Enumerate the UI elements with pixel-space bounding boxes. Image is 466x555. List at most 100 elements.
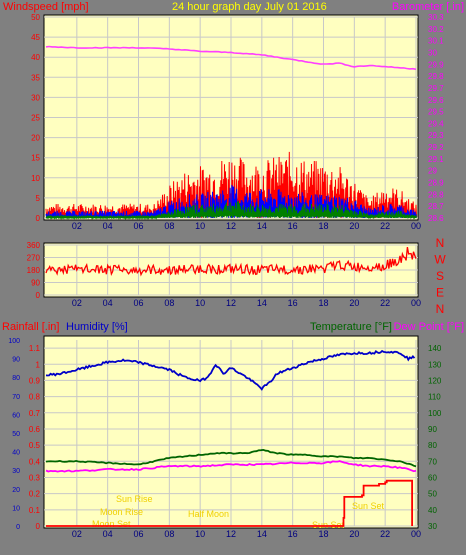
rain-y-tick-label: 0.9 bbox=[29, 376, 41, 385]
climate-x-tick-label: 20 bbox=[349, 529, 359, 539]
humidity-y-tick-label: 90 bbox=[12, 357, 20, 364]
direction-x-tick-label: 18 bbox=[318, 298, 328, 308]
climate-x-tick-label: 00 bbox=[411, 529, 421, 539]
direction-letter: N bbox=[436, 236, 445, 250]
rainfall-series bbox=[46, 479, 414, 527]
temperature-y-tick-label: 60 bbox=[428, 473, 437, 482]
direction-x-tick-label: 12 bbox=[226, 298, 236, 308]
temperature-series bbox=[45, 448, 417, 468]
rain-y-tick-label: 0.6 bbox=[29, 425, 41, 434]
direction-x-tick-label: 08 bbox=[164, 298, 174, 308]
sun-set-annotation-2: Sun Set bbox=[312, 520, 345, 530]
barometer-y-tick-label: 29 bbox=[428, 167, 437, 176]
humidity-y-tick-label: 80 bbox=[12, 375, 20, 382]
direction-y-tick-label: 90 bbox=[31, 279, 40, 288]
wind-x-tick-label: 14 bbox=[257, 221, 267, 231]
windspeed-label: Windspeed [mph] bbox=[3, 1, 89, 13]
wind-x-tick-label: 02 bbox=[72, 221, 82, 231]
barometer-y-tick-label: 29.3 bbox=[428, 131, 444, 140]
moon-set-annotation: Moon Set bbox=[92, 519, 131, 529]
direction-x-tick-label: 00 bbox=[411, 298, 421, 308]
barometer-y-tick-label: 30 bbox=[428, 48, 437, 57]
barometer-y-tick-label: 28.8 bbox=[428, 190, 444, 199]
temperature-label: Temperature [°F] bbox=[310, 321, 392, 333]
wind-x-tick-label: 20 bbox=[349, 221, 359, 231]
humidity-series bbox=[45, 349, 416, 391]
direction-letter: E bbox=[436, 286, 444, 300]
temperature-y-tick-label: 100 bbox=[428, 409, 442, 418]
direction-letter: W bbox=[434, 253, 446, 267]
temperature-y-tick-label: 30 bbox=[428, 522, 437, 531]
temperature-y-tick-label: 80 bbox=[428, 441, 437, 450]
climate-x-tick-label: 16 bbox=[288, 529, 298, 539]
temperature-y-tick-label: 120 bbox=[428, 376, 442, 385]
rain-y-tick-label: 0.5 bbox=[29, 441, 41, 450]
wind-axes: 0 5 10 15 20 25 30 35 40 45 50 28.6 28.7 28.8 28.9 29 29… bbox=[31, 13, 444, 231]
barometer-y-tick-label: 29.6 bbox=[428, 96, 444, 105]
barometer-y-tick-label: 29.8 bbox=[428, 72, 444, 81]
humidity-y-tick-label: 50 bbox=[12, 431, 20, 438]
wind-y-tick-label: 20 bbox=[31, 134, 40, 143]
direction-y-tick-label: 0 bbox=[36, 291, 41, 300]
barometer-y-tick-label: 29.4 bbox=[428, 119, 444, 128]
barometer-label: Barometer [.in] bbox=[392, 1, 464, 13]
wind-x-tick-label: 12 bbox=[226, 221, 236, 231]
wind-y-tick-label: 10 bbox=[31, 174, 40, 183]
temperature-y-tick-label: 130 bbox=[428, 360, 442, 369]
direction-y-tick-label: 180 bbox=[27, 266, 41, 275]
wind-y-tick-label: 0 bbox=[36, 214, 41, 223]
humidity-y-tick-label: 40 bbox=[12, 450, 20, 457]
direction-x-tick-label: 16 bbox=[288, 298, 298, 308]
humidity-y-tick-label: 10 bbox=[12, 505, 20, 512]
rain-y-tick-label: 0.7 bbox=[29, 409, 41, 418]
climate-x-tick-label: 08 bbox=[164, 529, 174, 539]
humidity-y-tick-label: 0 bbox=[16, 524, 20, 531]
humidity-label: Humidity [%] bbox=[66, 321, 128, 333]
barometer-y-tick-label: 29.2 bbox=[428, 143, 444, 152]
temperature-y-tick-label: 40 bbox=[428, 506, 437, 515]
climate-axes: 0 0.1 0.2 0.3 0.4 0.5 0.6 0.7 0.8 0.9 1 1.1 0 10 20 30 4… bbox=[8, 338, 442, 539]
direction-x-tick-label: 14 bbox=[257, 298, 267, 308]
temperature-y-tick-label: 70 bbox=[428, 457, 437, 466]
barometer-y-tick-label: 29.9 bbox=[428, 60, 444, 69]
moon-phase-annotation: Half Moon bbox=[188, 509, 229, 519]
direction-x-tick-label: 10 bbox=[195, 298, 205, 308]
wind-series bbox=[45, 45, 417, 220]
direction-axes: 0 90 180 270 360 02 04 06 08 10 12 14 16 18 20 22 00 bbox=[27, 241, 421, 308]
climate-x-tick-label: 04 bbox=[103, 529, 113, 539]
humidity-y-tick-label: 20 bbox=[12, 487, 20, 494]
wind-x-tick-label: 00 bbox=[411, 221, 421, 231]
moon-rise-annotation: Moon Rise bbox=[100, 507, 143, 517]
direction-x-tick-label: 04 bbox=[103, 298, 113, 308]
temperature-y-tick-label: 50 bbox=[428, 490, 437, 499]
rain-y-tick-label: 0.8 bbox=[29, 393, 41, 402]
astro-annotations: Sun Rise Moon Rise Moon Set Half Moon Su… bbox=[92, 494, 385, 530]
humidity-y-tick-label: 100 bbox=[8, 338, 20, 345]
rain-y-tick-label: 1.1 bbox=[29, 344, 41, 353]
barometer-y-tick-label: 30.3 bbox=[428, 13, 444, 22]
temperature-y-tick-label: 90 bbox=[428, 425, 437, 434]
climate-x-tick-label: 14 bbox=[257, 529, 267, 539]
sun-rise-annotation: Sun Rise bbox=[116, 494, 153, 504]
barometer-y-tick-label: 30.1 bbox=[428, 37, 444, 46]
dewpoint-series bbox=[45, 460, 417, 473]
humidity-y-tick-label: 60 bbox=[12, 412, 20, 419]
wind-y-tick-label: 25 bbox=[31, 114, 40, 123]
rain-y-tick-label: 1 bbox=[36, 360, 41, 369]
sun-set-annotation: Sun Set bbox=[352, 501, 385, 511]
climate-x-tick-label: 22 bbox=[380, 529, 390, 539]
low-wind-series bbox=[45, 201, 417, 220]
dewpoint-label: Dew Point [°F] bbox=[394, 321, 464, 333]
direction-letter: S bbox=[436, 269, 444, 283]
wind-y-tick-label: 40 bbox=[31, 53, 40, 62]
wind-x-tick-label: 10 bbox=[195, 221, 205, 231]
wind-y-tick-label: 50 bbox=[31, 13, 40, 22]
wind-x-tick-label: 16 bbox=[288, 221, 298, 231]
wind-x-tick-label: 22 bbox=[380, 221, 390, 231]
temperature-y-tick-label: 140 bbox=[428, 344, 442, 353]
climate-x-tick-label: 12 bbox=[226, 529, 236, 539]
barometer-y-tick-label: 28.6 bbox=[428, 214, 444, 223]
climate-x-tick-label: 06 bbox=[133, 529, 143, 539]
